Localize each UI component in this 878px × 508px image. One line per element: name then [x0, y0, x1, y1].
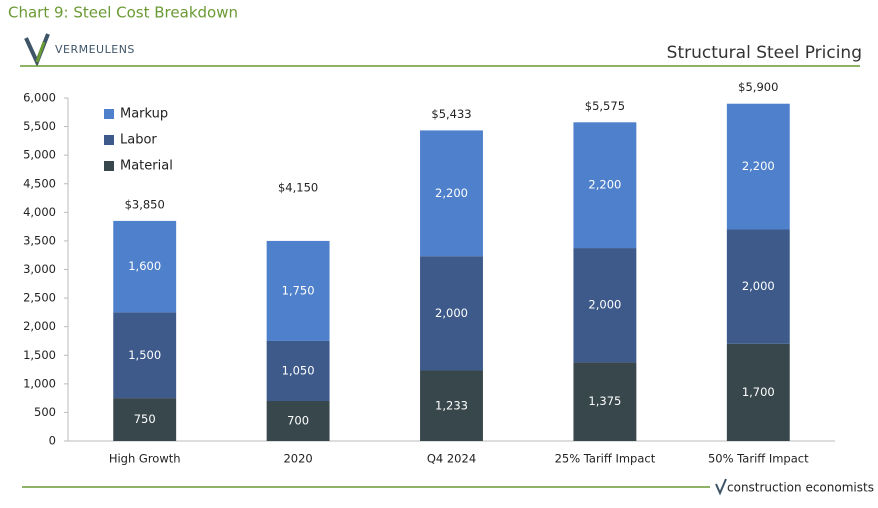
value-label: 2,000 [742, 279, 775, 293]
bar-segment [726, 229, 790, 344]
brand: VERMEULENS [55, 43, 135, 56]
x-tick-label: 25% Tariff Impact [555, 452, 656, 466]
total-label: $3,850 [125, 197, 165, 211]
value-label: 1,375 [588, 394, 621, 408]
chart-title: Structural Steel Pricing [667, 43, 862, 63]
bar-segment [573, 122, 637, 249]
y-tick-label: 500 [34, 405, 56, 419]
value-label: 1,700 [742, 385, 775, 399]
value-label: 2,000 [435, 306, 468, 320]
total-label: $5,575 [585, 99, 625, 113]
legend-label: Markup [120, 107, 168, 122]
bar-segment [573, 248, 637, 363]
y-tick-label: 4,500 [23, 176, 56, 190]
bar-segment [420, 130, 483, 257]
value-label: 700 [287, 413, 309, 427]
bar-segment [573, 362, 637, 441]
footer-tagline: construction economists [727, 481, 874, 495]
bar-segment [266, 340, 330, 401]
x-tick-label: 50% Tariff Impact [708, 452, 809, 466]
bar-segment [266, 240, 330, 341]
legend-swatch [104, 109, 114, 119]
chart-label: Chart 9: Steel Cost Breakdown [8, 4, 238, 22]
y-tick-label: 6,000 [23, 91, 56, 105]
footer-check [715, 478, 727, 496]
total-label: $5,433 [431, 107, 471, 121]
x-tick-label: 2020 [283, 452, 312, 466]
total-label: $4,150 [278, 180, 318, 194]
value-label: 2,000 [588, 298, 621, 312]
bar-segment [726, 103, 790, 230]
y-tick-label: 2,000 [23, 319, 56, 333]
value-label: 1,050 [282, 363, 315, 377]
bar-segment [266, 400, 330, 441]
value-label: 750 [134, 412, 156, 426]
y-tick-label: 0 [49, 434, 56, 448]
bar-segment [420, 256, 483, 371]
y-tick-label: 1,000 [23, 376, 56, 390]
bar-segment [420, 370, 483, 441]
bar-segment [113, 398, 177, 441]
value-label: 1,750 [282, 283, 315, 297]
bar-segment [113, 312, 177, 399]
x-tick-label: High Growth [109, 452, 181, 466]
bar-segment [726, 343, 790, 441]
value-label: 2,200 [742, 159, 775, 173]
x-tick-label: Q4 2024 [427, 452, 476, 466]
total-label: $5,900 [738, 80, 778, 94]
y-tick-label: 5,500 [23, 119, 56, 133]
legend-swatch [104, 161, 114, 171]
y-tick-label: 4,000 [23, 205, 56, 219]
value-label: 1,600 [128, 259, 161, 273]
bar-segment [113, 220, 177, 313]
legend-swatch [104, 135, 114, 145]
value-label: 1,233 [435, 398, 468, 412]
y-tick-label: 1,500 [23, 348, 56, 362]
value-label: 1,500 [128, 348, 161, 362]
value-label: 2,200 [435, 186, 468, 200]
y-tick-label: 5,000 [23, 148, 56, 162]
y-tick-label: 3,500 [23, 233, 56, 247]
y-tick-label: 3,000 [23, 262, 56, 276]
y-tick-label: 2,500 [23, 291, 56, 305]
logo-accent [35, 41, 46, 63]
legend-label: Material [120, 159, 173, 174]
legend-label: Labor [120, 133, 157, 148]
value-label: 2,200 [588, 178, 621, 192]
